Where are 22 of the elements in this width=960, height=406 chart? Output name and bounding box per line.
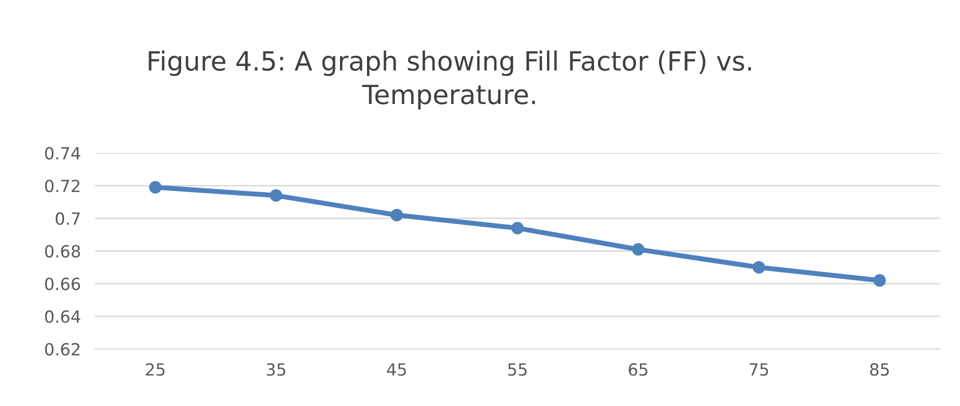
point xyxy=(149,181,162,194)
point xyxy=(270,189,282,202)
y-tick-label: 0.66 xyxy=(45,278,80,290)
chart-title: Figure 4.5: A graph showing Fill Factor (FF) vs. Temperature. xyxy=(148,50,751,110)
x-tick-label: 65 xyxy=(628,363,648,376)
x-tick-label: 55 xyxy=(508,363,527,376)
point xyxy=(511,222,524,234)
x-tick-label: 75 xyxy=(750,363,768,376)
y-tick-label: 0.72 xyxy=(45,180,80,192)
point xyxy=(752,261,766,274)
x-tick-label: 45 xyxy=(386,363,406,376)
point xyxy=(632,243,644,256)
y-tick-label: 0.62 xyxy=(45,342,80,356)
y-tick-label: 0.74 xyxy=(45,146,80,160)
y-tick-label: 0.64 xyxy=(45,310,80,323)
point xyxy=(390,208,404,222)
x-tick-label: 25 xyxy=(146,363,165,376)
x-tick-label: 35 xyxy=(266,363,286,376)
y-tick-label: 0.68 xyxy=(45,244,80,258)
y-tick-label: 0.7 xyxy=(56,212,80,225)
x-tick-label: 85 xyxy=(870,363,889,376)
point xyxy=(873,274,886,287)
